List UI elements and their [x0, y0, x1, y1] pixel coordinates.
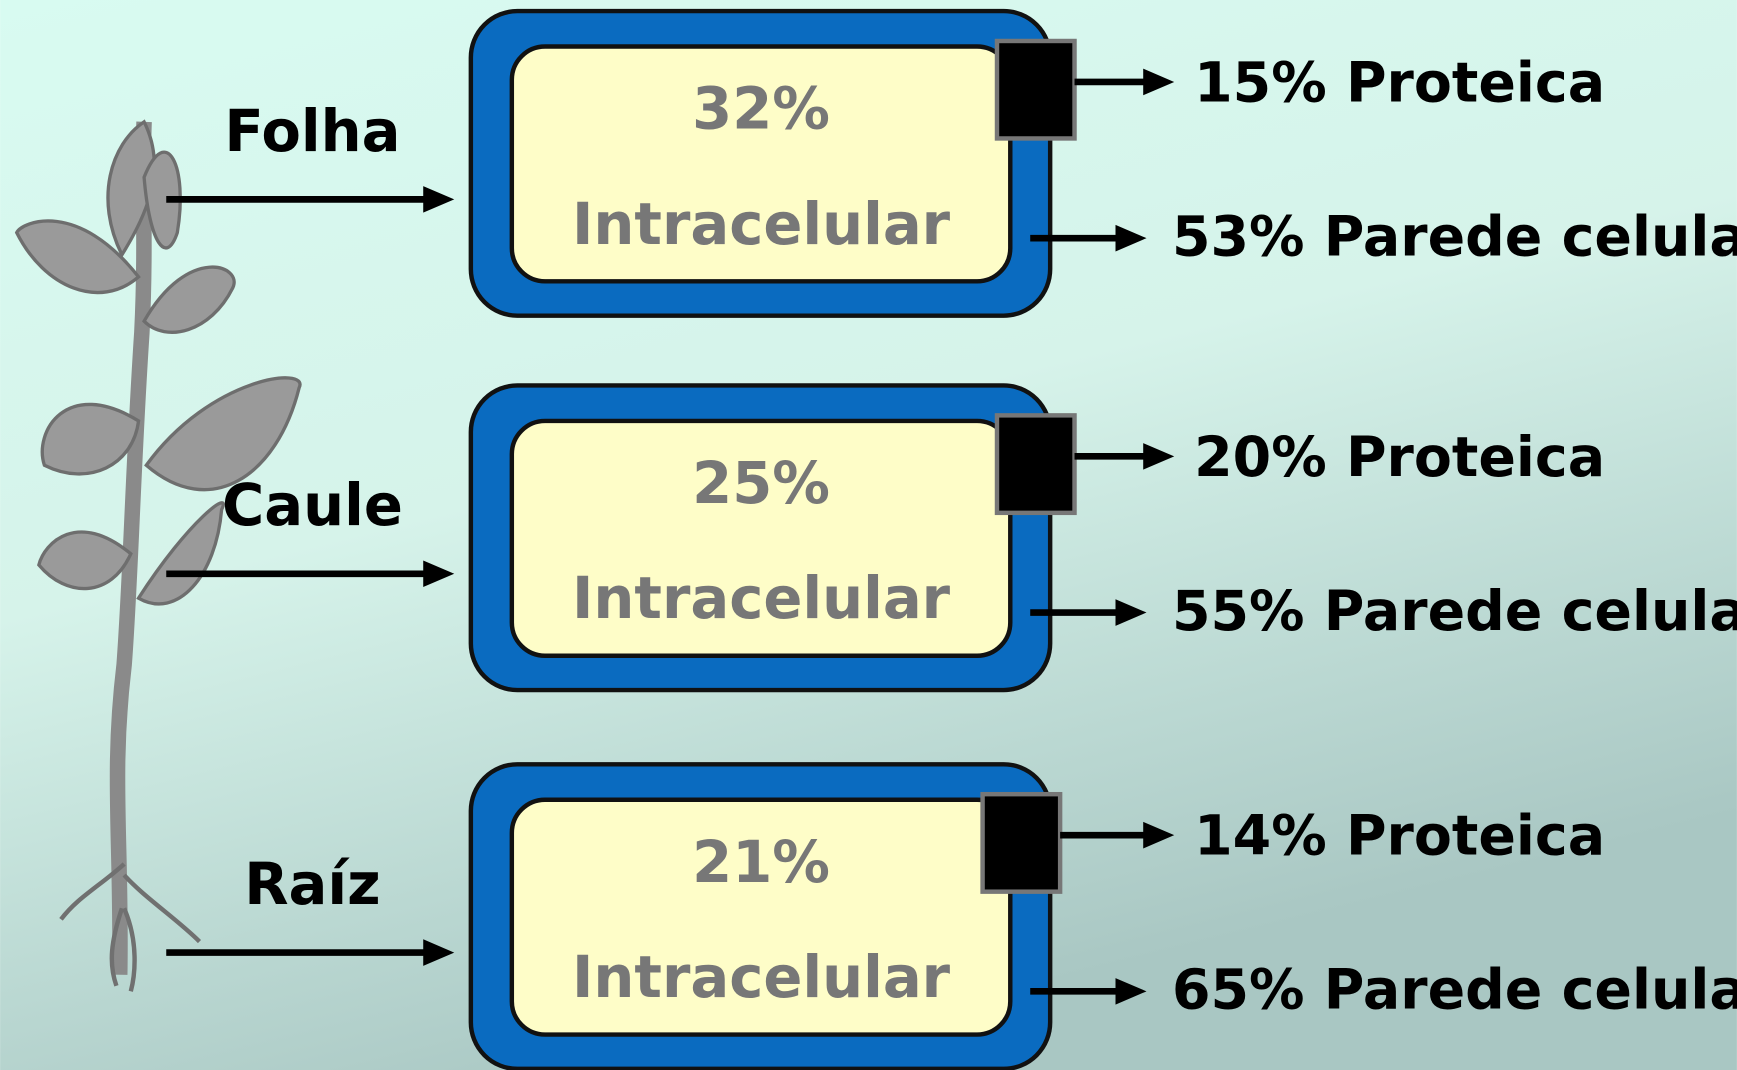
- parede-label: 55% Parede celular: [1172, 580, 1737, 644]
- intracellular-percent: 21%: [692, 829, 830, 896]
- parede-label: 65% Parede celular: [1172, 959, 1737, 1023]
- parede-label: 53% Parede celular: [1172, 205, 1737, 269]
- proteica-label: 14% Proteica: [1194, 805, 1605, 869]
- proteica-label: 20% Proteica: [1194, 426, 1605, 490]
- organ-label: Raíz: [244, 851, 380, 918]
- protein-block: [997, 415, 1075, 512]
- protein-block: [997, 41, 1075, 138]
- intracellular-percent: 25%: [692, 450, 830, 517]
- diagram: 32% Intracelular Folha 15% Proteica 53% Pare…: [0, 0, 1737, 1070]
- page: 32% Intracelular Folha 15% Proteica 53% Pare…: [0, 0, 1737, 1070]
- organ-label: Caule: [222, 472, 403, 539]
- intracellular-percent: 32%: [692, 76, 830, 143]
- proteica-label: 15% Proteica: [1194, 52, 1605, 116]
- intracellular-label: Intracelular: [572, 565, 951, 632]
- intracellular-label: Intracelular: [572, 191, 951, 258]
- organ-label: Folha: [224, 98, 400, 165]
- intracellular-label: Intracelular: [572, 944, 951, 1011]
- protein-block: [983, 794, 1061, 891]
